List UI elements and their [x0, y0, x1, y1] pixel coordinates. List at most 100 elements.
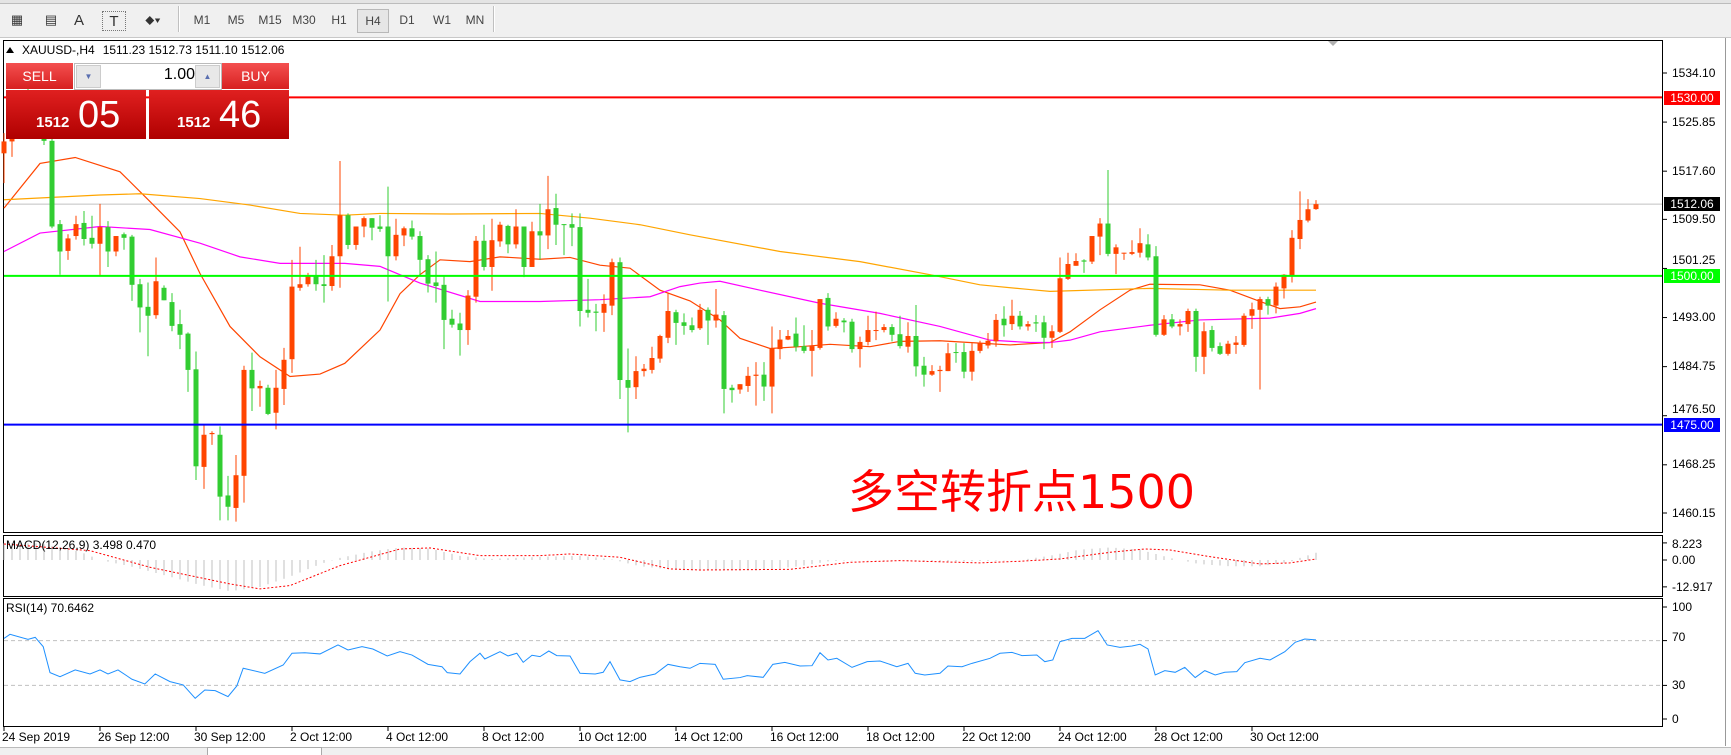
timeframe-m15[interactable]: M15: [258, 13, 282, 27]
candle-body: [1145, 244, 1151, 258]
candle-body: [849, 321, 855, 350]
candle-body: [817, 299, 823, 348]
candle-body: [513, 226, 519, 245]
timeframe-h4[interactable]: H4: [357, 9, 389, 33]
date-tick-label: 18 Oct 12:00: [866, 730, 935, 744]
candle-body: [601, 303, 607, 313]
candle-body: [153, 281, 159, 316]
candle-body: [281, 359, 287, 389]
candle-body: [337, 215, 343, 257]
candle-body: [825, 297, 831, 327]
increase-lot-icon[interactable]: ▲: [195, 65, 220, 88]
candle-body: [409, 228, 415, 237]
rsi-panel-frame: [3, 598, 1663, 727]
candle-body: [313, 275, 319, 285]
lot-size-input[interactable]: 1.00: [163, 66, 195, 83]
horizontal-scrollbar[interactable]: [0, 747, 1731, 755]
candle-body: [1089, 236, 1095, 262]
level-1530-label: 1530.00: [1664, 91, 1720, 105]
moving-average-line-1: [3, 156, 1317, 378]
candle-body: [361, 218, 367, 227]
candle-body: [737, 384, 743, 390]
timeframe-m5[interactable]: M5: [227, 13, 245, 27]
date-tick-label: 30 Oct 12:00: [1250, 730, 1319, 744]
candle-body: [225, 495, 231, 507]
macd-signal-line: [3, 543, 1317, 590]
date-tick-label: 2 Oct 12:00: [290, 730, 353, 744]
rsi-label: RSI(14) 70.6462: [6, 601, 95, 615]
date-tick-label: 24 Sep 2019: [2, 730, 71, 744]
candle-body: [681, 322, 687, 326]
candle-body: [769, 348, 775, 387]
candle-body: [1209, 330, 1215, 348]
buy-price-box[interactable]: 1512 46: [149, 90, 289, 139]
candle-body: [1297, 219, 1303, 240]
date-tick-label: 30 Sep 12:00: [194, 730, 266, 744]
candle-body: [833, 318, 839, 326]
candle-body: [369, 218, 375, 228]
timeframe-w1[interactable]: W1: [433, 13, 451, 27]
candle-body: [449, 318, 455, 325]
candle-body: [721, 315, 727, 389]
candle-body: [481, 240, 487, 267]
text-label-icon[interactable]: T: [102, 11, 126, 31]
text-icon[interactable]: A: [73, 11, 84, 29]
candle-body: [585, 309, 591, 313]
timeframe-d1[interactable]: D1: [399, 13, 415, 27]
timeframe-m30[interactable]: M30: [292, 13, 316, 27]
candle-body: [561, 224, 567, 226]
macd-tick: -12.917: [1672, 580, 1713, 594]
collapse-triangle-icon[interactable]: [6, 47, 14, 53]
price-tick: 1509.50: [1672, 212, 1716, 226]
date-tick-label: 26 Sep 12:00: [98, 730, 170, 744]
price-tick: 1468.25: [1672, 457, 1716, 471]
candle-body: [881, 327, 887, 331]
candle-body: [465, 295, 471, 331]
price-tick: 1484.75: [1672, 359, 1716, 373]
grid-e-icon[interactable]: ▦: [10, 12, 24, 27]
buy-button[interactable]: BUY: [222, 63, 289, 89]
chart-header: XAUUSD-,H4 1511.23 1512.73 1511.10 1512.…: [6, 43, 284, 57]
candle-body: [969, 350, 975, 372]
sell-price-box[interactable]: 1512 05: [6, 90, 146, 139]
candle-body: [1049, 331, 1055, 338]
candle-body: [353, 226, 359, 245]
date-tick-label: 16 Oct 12:00: [770, 730, 839, 744]
candle-body: [1025, 324, 1031, 327]
lot-size-stepper[interactable]: ▼ 1.00 ▲: [74, 63, 222, 90]
candle-body: [1241, 315, 1247, 345]
date-tick-label: 4 Oct 12:00: [386, 730, 449, 744]
candle-body: [217, 434, 223, 497]
candle-body: [145, 306, 151, 316]
candle-body: [1, 141, 7, 154]
shapes-icon[interactable]: ⬥▾: [145, 12, 161, 27]
candle-body: [1057, 278, 1063, 332]
candle-body: [417, 236, 423, 260]
moving-average-line-3: [3, 193, 1316, 292]
chart-tab[interactable]: [207, 747, 322, 755]
decrease-lot-icon[interactable]: ▼: [76, 65, 101, 88]
ohlc-readout: 1511.23 1512.73 1511.10 1512.06: [102, 43, 285, 57]
candle-body: [305, 276, 311, 285]
price-tick: 1517.60: [1672, 164, 1716, 178]
moving-average-line-2: [3, 225, 1317, 344]
candle-body: [113, 236, 119, 252]
timeframe-m1[interactable]: M1: [193, 13, 211, 27]
candle-body: [697, 309, 703, 329]
timeframe-h1[interactable]: H1: [331, 13, 347, 27]
candle-body: [425, 259, 431, 284]
candle-body: [1249, 309, 1255, 316]
sell-button[interactable]: SELL: [6, 63, 73, 89]
chart-shift-marker: [1328, 41, 1338, 46]
candle-body: [785, 335, 791, 340]
sell-price-minor: 05: [78, 94, 121, 136]
timeframe-mn[interactable]: MN: [465, 13, 485, 27]
candle-body: [273, 387, 279, 413]
candle-body: [1121, 252, 1127, 254]
candle-body: [921, 365, 927, 375]
candle-body: [913, 335, 919, 367]
candle-body: [441, 284, 447, 320]
grid-f-icon[interactable]: ▤: [44, 12, 58, 27]
candle-body: [257, 385, 263, 389]
